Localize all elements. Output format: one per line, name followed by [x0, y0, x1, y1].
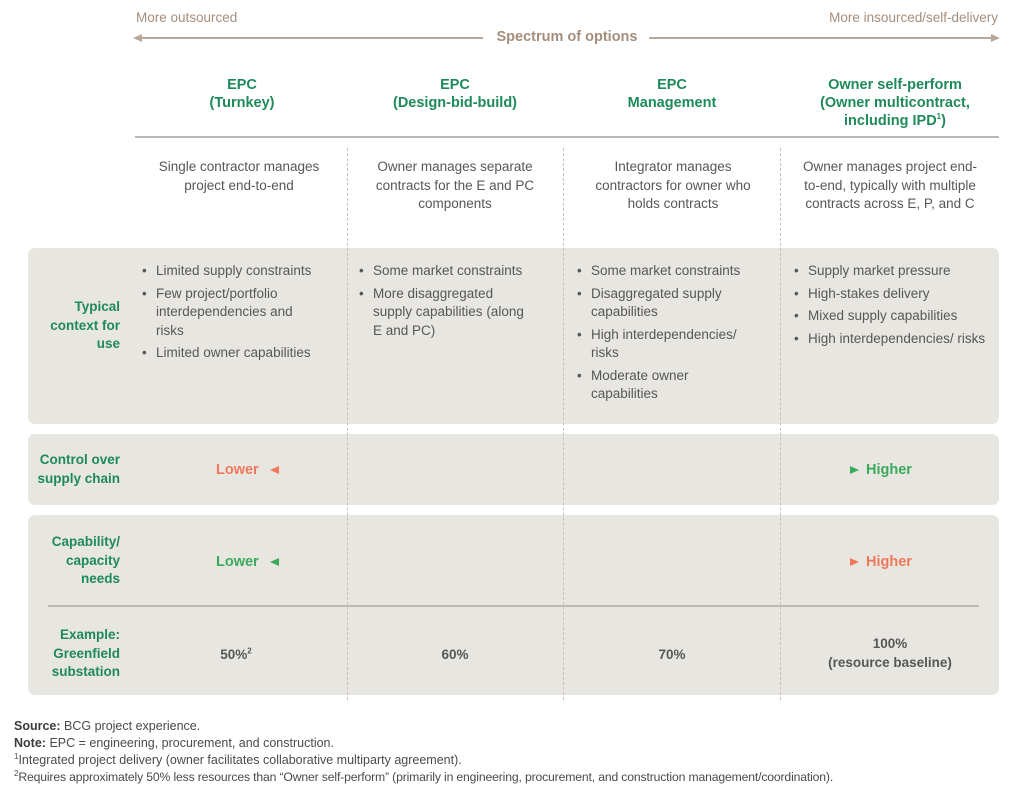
list-item: High-stakes delivery [791, 285, 991, 304]
example-value-owner-self-perform: 100% (resource baseline) [790, 634, 990, 672]
row-label-control: Control over supply chain [37, 452, 120, 486]
source-text: BCG project experience. [64, 719, 201, 733]
column-subtitle-text: including IPD [844, 113, 937, 129]
list-item: Few project/portfolio interdependencies … [139, 285, 296, 341]
column-divider [347, 148, 348, 700]
capability-higher-label: Higher [866, 554, 912, 570]
example-divider [48, 605, 979, 607]
column-subtitle: (Turnkey) [209, 95, 275, 111]
context-list: Some market constraints More disaggregat… [356, 262, 556, 344]
control-gradient-arrow [270, 466, 859, 474]
column-header-epc-management: EPC Management [572, 76, 772, 112]
example-note: (resource baseline) [828, 655, 952, 670]
column-subtitle: (Owner multicontract, [820, 95, 970, 111]
context-list: Limited supply constraints Few project/p… [139, 262, 339, 367]
capability-lower-label: Lower [216, 554, 259, 570]
list-item: Supply market pressure [791, 262, 991, 281]
list-item: High interdependencies/ risks [791, 330, 988, 349]
list-item: Moderate owner capabilities [574, 367, 731, 404]
footnote-ref: 1 [936, 112, 942, 122]
column-title: Owner self-perform [828, 77, 962, 93]
note-label: Note: [14, 736, 46, 750]
source-line: Source: BCG project experience. [14, 718, 200, 734]
footnote-1: 1Integrated project delivery (owner faci… [14, 752, 462, 768]
arrow-right-icon [991, 34, 1000, 42]
spectrum-left-label: More outsourced [136, 10, 238, 25]
capability-gradient-arrow [270, 558, 859, 566]
list-item: Some market constraints [356, 262, 556, 281]
column-subtitle-end: ) [941, 113, 946, 129]
arrow-left-icon [270, 558, 279, 566]
column-description: Owner manages project end-to-end, typica… [802, 159, 978, 211]
column-subtitle: Management [627, 95, 717, 111]
list-item: High interdependencies/ risks [574, 326, 761, 363]
column-title: EPC [657, 77, 687, 93]
row-label-capability: Capability/ capacity needs [51, 534, 120, 586]
control-lower-label: Lower [216, 462, 259, 478]
footnote-mark: 2 [14, 768, 19, 778]
column-header-epc-design-bid-build: EPC (Design-bid-build) [355, 76, 555, 112]
column-subtitle: (Design-bid-build) [392, 95, 518, 111]
context-list: Supply market pressure High-stakes deliv… [791, 262, 991, 352]
footnote-text: Integrated project delivery (owner facil… [18, 753, 462, 767]
example-value-epc-turnkey: 50%2 [136, 645, 336, 664]
spectrum-arrow [133, 34, 1000, 42]
list-item: Some market constraints [574, 262, 774, 281]
row-label-typical-context: Typical context for use [50, 299, 120, 351]
footnote-mark: 1 [14, 751, 19, 761]
arrow-right-icon [850, 558, 859, 566]
arrow-left-icon [133, 34, 142, 42]
footnote-2: 2Requires approximately 50% less resourc… [14, 769, 833, 785]
spectrum-right-label: More insourced/self-delivery [829, 10, 998, 25]
source-label: Source: [14, 719, 61, 733]
context-list: Some market constraints Disaggregated su… [574, 262, 774, 408]
spectrum-center-label: Spectrum of options [496, 29, 638, 45]
example-value-epc-management: 70% [658, 647, 686, 662]
column-title: EPC [440, 77, 470, 93]
column-subtitle-line3: including IPD1) [790, 112, 1000, 130]
column-description: Single contractor manages project end-to… [158, 159, 320, 193]
list-item: Disaggregated supply capabilities [574, 285, 751, 322]
column-title: EPC [227, 77, 257, 93]
row-label-example: Example: Greenfield substation [51, 627, 120, 679]
control-higher-label: Higher [866, 462, 912, 478]
example-value: 100% [872, 636, 908, 651]
column-divider [563, 148, 564, 700]
list-item: Limited owner capabilities [139, 344, 339, 363]
note-text: EPC = engineering, procurement, and cons… [49, 736, 334, 750]
note-line: Note: EPC = engineering, procurement, an… [14, 735, 334, 751]
column-description: Owner manages separate contracts for the… [375, 159, 535, 211]
list-item: More disaggregated supply capabilities (… [356, 285, 533, 341]
list-item: Limited supply constraints [139, 262, 339, 281]
column-header-owner-self-perform: Owner self-perform (Owner multicontract,… [790, 76, 1000, 130]
example-value: 50% [220, 647, 248, 662]
header-divider [135, 136, 999, 138]
column-header-epc-turnkey: EPC (Turnkey) [142, 76, 342, 112]
footnote-ref: 2 [247, 646, 252, 656]
arrow-left-icon [270, 466, 279, 474]
example-value-epc-design-bid-build: 60% [441, 647, 469, 662]
arrow-right-icon [850, 466, 859, 474]
footnote-text: Requires approximately 50% less resource… [18, 770, 834, 784]
column-description: Integrator manages contractors for owner… [595, 159, 751, 211]
column-divider [780, 148, 781, 700]
list-item: Mixed supply capabilities [791, 307, 991, 326]
